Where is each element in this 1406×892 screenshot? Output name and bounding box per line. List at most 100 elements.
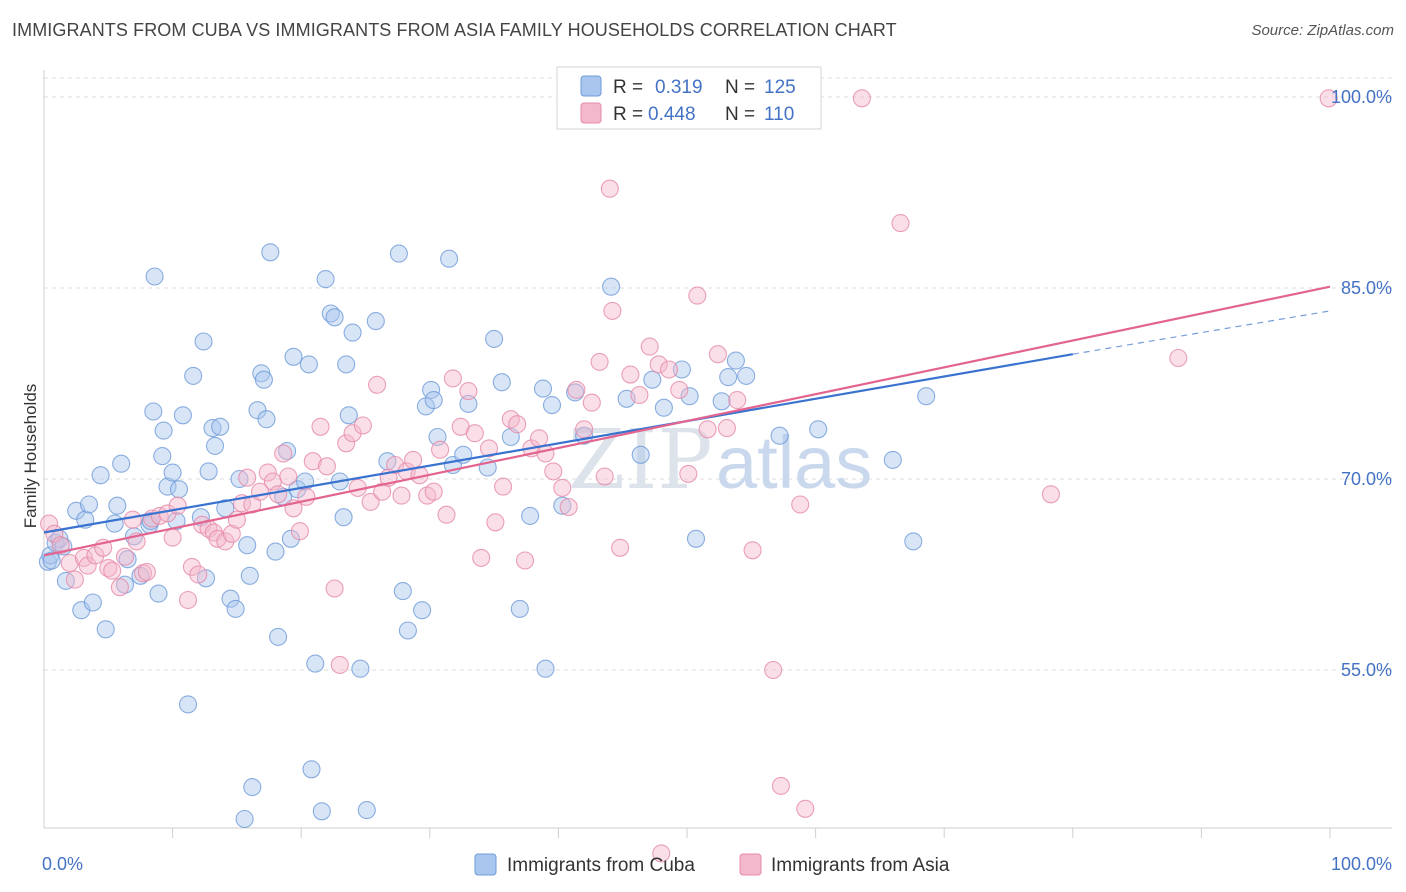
asia-data-point	[353, 416, 372, 435]
asia-data-point	[103, 561, 122, 580]
asia-data-point	[361, 492, 380, 511]
asia-data-point	[325, 579, 344, 598]
asia-data-point	[290, 522, 309, 541]
bottom-legend-label-cuba: Immigrants from Cuba	[507, 855, 695, 876]
legend-swatch-cuba	[580, 75, 602, 97]
cuba-data-point	[536, 659, 555, 678]
cuba-data-point	[904, 532, 923, 551]
top-legend: R = 0.319 N = 125 R = 0.448 N = 110	[556, 66, 822, 130]
asia-data-point	[621, 365, 640, 384]
y-tick-label: 70.0%	[1341, 469, 1392, 489]
cuba-data-point	[115, 575, 135, 594]
asia-data-point	[611, 538, 630, 557]
cuba-data-point	[809, 420, 828, 439]
cuba-data-point	[366, 312, 385, 331]
chart-source: Source: ZipAtlas.com	[1251, 22, 1394, 39]
asia-data-point	[178, 590, 198, 610]
cuba-data-point	[413, 601, 432, 620]
cuba-data-point	[42, 551, 61, 570]
cuba-data-point	[510, 599, 529, 618]
asia-data-point	[279, 467, 298, 486]
cuba-data-point	[339, 406, 358, 425]
trend-lines	[43, 285, 1331, 557]
cuba-data-point	[602, 277, 621, 296]
cuba-data-point	[56, 571, 75, 590]
asia-data-point	[567, 380, 586, 399]
asia-data-point	[60, 553, 79, 573]
asia-data-point	[575, 420, 594, 439]
cuba-data-point	[357, 801, 376, 820]
cuba-data-point	[485, 329, 504, 348]
cuba-data-point	[199, 462, 218, 481]
cuba-data-point	[306, 654, 325, 673]
axis-layer	[43, 70, 1392, 838]
asia-data-point	[337, 434, 356, 453]
cuba-data-point	[238, 536, 257, 555]
asia-data-point	[472, 548, 491, 567]
cuba-data-point	[389, 244, 408, 263]
legend-asia-r-value: 0.448	[648, 104, 696, 125]
asia-data-point	[479, 439, 499, 458]
asia-data-point	[559, 497, 578, 517]
legend-cuba-n-value: 125	[764, 77, 796, 98]
bottom-legend-swatch-asia	[739, 853, 762, 876]
asia-data-point	[311, 417, 330, 436]
cuba-data-point	[440, 249, 459, 268]
asia-data-point	[392, 486, 411, 505]
x-tick-label-max: 100.0%	[1331, 854, 1392, 874]
cuba-data-point	[261, 243, 280, 262]
asia-data-point	[679, 464, 698, 483]
cuba-data-point	[173, 406, 192, 425]
cuba-data-point	[337, 355, 356, 374]
asia-data-point	[168, 496, 187, 515]
asia-data-point	[404, 450, 423, 469]
cuba-data-point	[269, 627, 288, 646]
cuba-data-point	[108, 496, 127, 515]
cuba-data-point	[542, 396, 562, 415]
asia-data-point	[649, 355, 668, 374]
cuba-data-point	[266, 542, 285, 561]
cuba-data-point	[316, 270, 335, 289]
cuba-data-point	[235, 809, 254, 829]
legend-asia-n-label: N =	[725, 104, 755, 125]
y-tick-label: 100.0%	[1331, 87, 1392, 107]
asia-data-point	[743, 541, 762, 560]
asia-data-point	[465, 424, 484, 443]
cuba-data-point	[221, 589, 240, 608]
asia-data-point	[771, 776, 790, 795]
asia-data-point	[51, 536, 70, 555]
asia-data-point	[238, 468, 257, 487]
asia-data-point	[595, 467, 614, 486]
asia-data-point	[728, 391, 747, 410]
cuba-data-point	[719, 368, 738, 387]
cuba-data-point	[672, 360, 691, 379]
cuba-data-point	[521, 506, 540, 525]
asia-data-point	[1169, 348, 1188, 368]
asia-data-point	[630, 385, 649, 405]
asia-data-point	[640, 337, 659, 356]
asia-data-point	[652, 844, 671, 863]
cuba-data-point	[424, 391, 443, 410]
asia-data-point	[459, 382, 478, 401]
asia-data-point	[553, 478, 572, 497]
asia-data-point	[530, 429, 549, 448]
asia-data-point	[590, 352, 609, 371]
cuba-data-point	[325, 308, 344, 327]
cuba-data-point	[203, 419, 222, 438]
asia-data-point	[515, 551, 535, 570]
cuba-data-point	[459, 394, 478, 413]
cuba-data-point	[343, 323, 362, 342]
cuba-data-point	[351, 659, 370, 678]
asia-data-point	[110, 578, 129, 597]
asia-data-point	[330, 655, 349, 674]
cuba-data-point	[422, 380, 441, 399]
asia-data-point	[431, 440, 450, 459]
asia-data-point	[443, 369, 462, 388]
asia-data-point	[437, 505, 456, 524]
cuba-data-point	[243, 778, 262, 797]
cuba-data-point	[96, 620, 115, 639]
cuba-data-point	[398, 621, 417, 640]
asia-data-point	[670, 380, 689, 399]
asia-data-point	[600, 179, 619, 198]
asia-data-point	[796, 799, 815, 818]
